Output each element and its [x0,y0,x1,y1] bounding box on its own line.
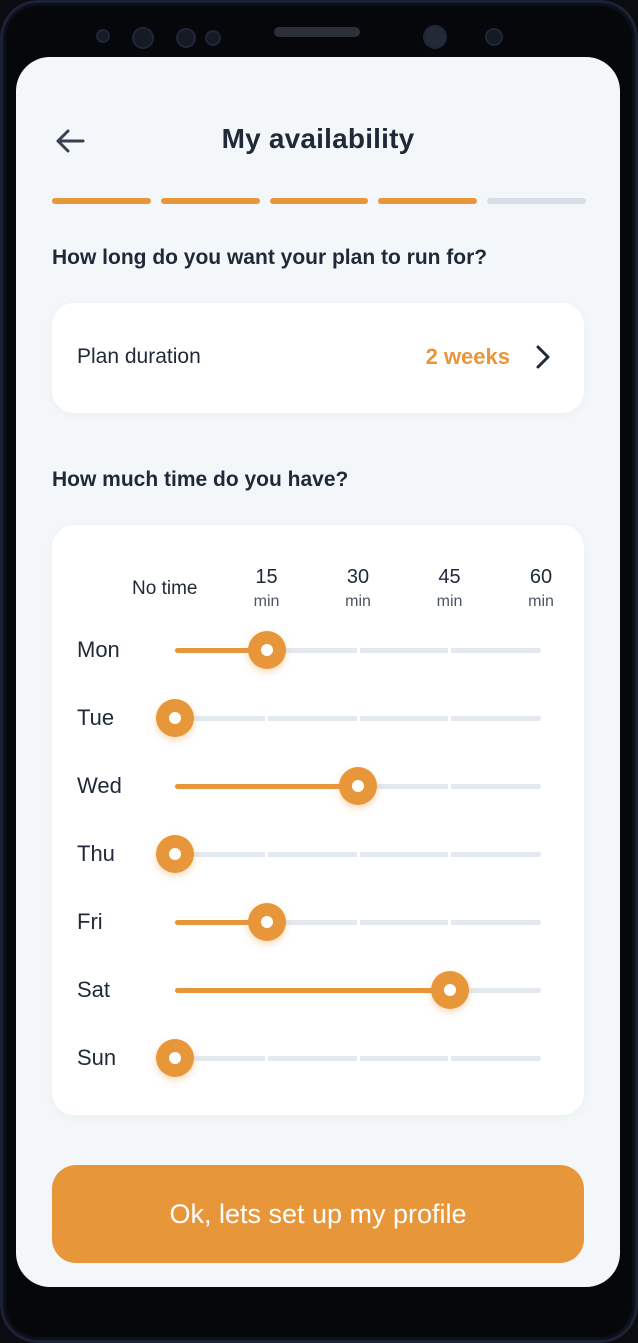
time-slider[interactable] [175,970,541,1009]
slider-fill [175,920,267,925]
slider-tick-gap [265,716,268,721]
day-row-sat: Sat [52,969,584,1009]
slider-tick-gap [448,1056,451,1061]
column-value: 15 [255,566,278,588]
progress-step [52,198,151,204]
column-value: 30 [346,566,370,588]
slider-fill [175,648,267,653]
time-question: How much time do you have? [52,468,349,491]
setup-profile-button[interactable]: Ok, lets set up my profile [52,1165,584,1263]
front-camera-icon [425,27,445,47]
slider-tick-gap [448,716,451,721]
page-title: My availability [221,123,415,154]
progress-step [269,198,369,204]
slider-tick-gap [356,648,360,653]
column-no-time-label: No time [132,578,198,599]
sensor-icon [98,31,108,41]
arrow-left-icon [56,129,85,153]
slider-tick-gap [448,648,451,653]
progress-step [160,198,260,204]
speaker-grille [274,27,360,37]
column-label: 45 min [420,566,480,611]
slider-tick-gap [448,920,451,925]
day-row-mon: Mon [52,629,584,669]
sensor-icon [487,30,501,44]
day-label: Mon [77,637,120,662]
day-label: Sat [77,977,111,1002]
app-screen: My availability How long do you want you… [16,57,620,1287]
slider-fill [175,784,358,789]
column-unit: min [528,593,554,610]
slider-thumb[interactable] [156,834,194,873]
time-slider[interactable] [156,834,541,873]
day-label: Tue [77,705,115,730]
time-slider[interactable] [175,902,541,941]
progress-step [487,198,586,204]
step-progress [52,198,586,204]
column-unit: min [436,593,463,610]
sensor-icon [178,30,194,46]
slider-tick-gap [265,852,268,857]
slider-tick-gap [356,852,360,857]
slider-tick-gap [265,1056,268,1061]
column-value: 60 [529,566,553,588]
slider-fill [175,988,450,993]
slider-thumb[interactable] [247,630,286,669]
sensor-icon [207,32,219,44]
column-unit: min [253,593,280,610]
day-row-sun: Sun [52,1037,584,1077]
slider-thumb[interactable] [339,766,377,805]
day-label: Sun [77,1045,117,1070]
time-slider[interactable] [156,698,541,737]
slider-thumb[interactable] [156,1038,194,1077]
day-row-thu: Thu [52,833,584,873]
time-slider[interactable] [156,1038,541,1077]
slider-thumb[interactable] [430,970,469,1009]
day-row-wed: Wed [52,765,584,805]
day-label: Thu [77,841,115,866]
progress-step [378,198,478,204]
sensor-icon [134,29,152,47]
back-button[interactable] [52,123,88,159]
plan-duration-label: Plan duration [77,345,201,368]
column-label: 30 min [328,566,388,611]
plan-duration-value: 2 weeks [425,344,510,369]
day-label: Wed [77,773,122,798]
slider-tick-gap [356,920,360,925]
column-unit: min [345,593,371,610]
slider-tick-gap [448,852,451,857]
plan-question: How long do you want your plan to run fo… [52,246,488,269]
day-row-tue: Tue [52,697,584,737]
slider-tick-gap [448,784,451,789]
column-label: 60 min [511,566,571,611]
slider-thumb[interactable] [156,698,194,737]
plan-duration-selector[interactable]: Plan duration 2 weeks [52,303,584,413]
chevron-right-icon [536,345,550,369]
availability-card: No time 15 min 30 min 45 min 60 min Mon Tue Wed Thu… [52,525,584,1115]
slider-tick-gap [356,1056,360,1061]
time-slider[interactable] [175,630,541,669]
slider-tick-gap [356,716,360,721]
slider-thumb[interactable] [247,902,286,941]
day-label: Fri [77,909,103,934]
day-row-fri: Fri [52,901,584,941]
time-slider[interactable] [175,766,541,805]
column-value: 45 [438,566,461,588]
column-label: 15 min [237,566,297,611]
header: My availability [16,117,620,163]
